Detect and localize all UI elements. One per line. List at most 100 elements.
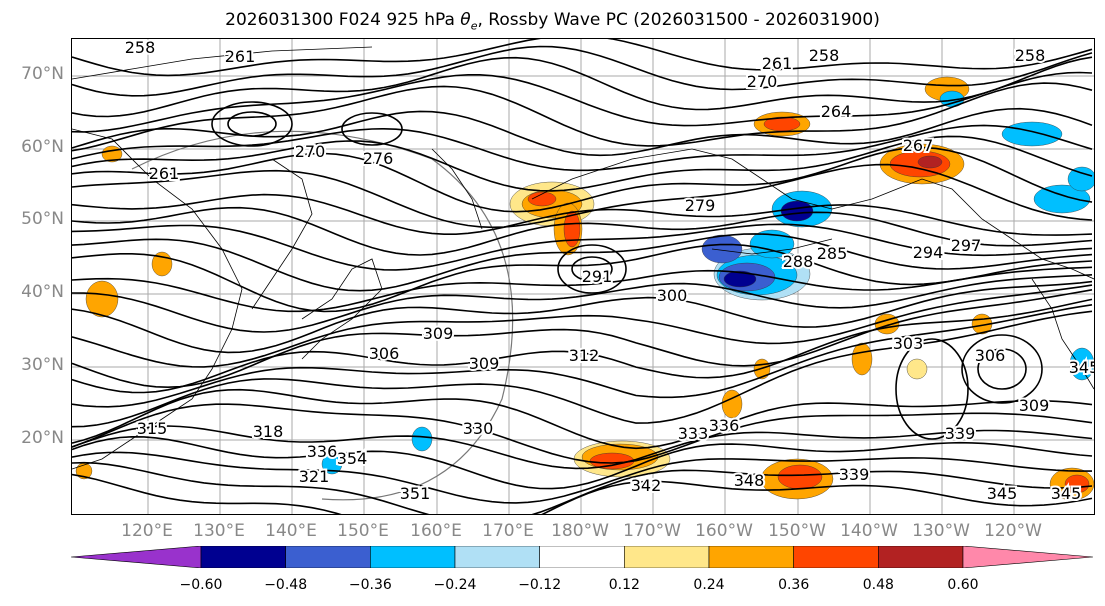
contour-label: 351 (400, 484, 431, 503)
theta-e-contour (72, 233, 1093, 292)
theta-e-contour (72, 193, 1093, 236)
colorbar-tick-label: −0.24 (433, 577, 477, 593)
contour-label: 261 (762, 54, 793, 73)
lat-label: 20°N (21, 428, 64, 448)
lon-label: 150°E (337, 521, 389, 541)
theta-e-contour (72, 71, 1093, 133)
theta-e-contour (72, 388, 1093, 450)
colorbar-swatch (370, 546, 456, 568)
contour-label: 309 (423, 324, 454, 343)
contour-label: 285 (817, 244, 848, 263)
colorbar-tick-label: −0.36 (348, 577, 392, 593)
contour-label: 276 (363, 149, 394, 168)
shading-cell (780, 200, 814, 222)
lon-label: 130°W (912, 521, 970, 541)
shading-cell (1001, 121, 1063, 147)
shading-cell (1033, 184, 1091, 214)
shading-cell (411, 426, 433, 452)
colorbar-swatch (454, 546, 540, 568)
colorbar-swatch (285, 546, 371, 568)
contour-label: 303 (893, 334, 924, 353)
lat-label: 40°N (21, 282, 64, 302)
shading-cell (917, 155, 943, 169)
contour-label: 336 (307, 442, 338, 461)
contour-label: 333 (678, 424, 709, 443)
shading-cell (85, 280, 119, 318)
theta-e-contour (72, 425, 1093, 470)
contour-label: 258 (1015, 46, 1046, 65)
colorbar-tick-label: −0.48 (264, 577, 308, 593)
closed-contour (977, 348, 1027, 390)
lon-label: 120°W (984, 521, 1042, 541)
theta-e-contour (72, 45, 1093, 97)
contour-label: 258 (125, 39, 156, 57)
coastline (301, 258, 383, 360)
closed-contour (961, 334, 1043, 404)
contour-label: 345 (1069, 358, 1094, 377)
contour-label: 336 (709, 416, 740, 435)
contour-label: 261 (225, 47, 256, 66)
shading-cell (777, 464, 823, 490)
coastline (251, 158, 313, 310)
shading-cell (749, 229, 795, 259)
colorbar-swatch (962, 546, 1093, 568)
lon-label: 160°W (695, 521, 753, 541)
closed-contour (341, 112, 403, 146)
colorbar-swatch (624, 546, 710, 568)
colorbar-tick-label: 0.24 (693, 577, 725, 593)
colorbar-tick-label: 0.12 (608, 577, 640, 593)
coastline (531, 148, 1094, 280)
contour-label: 294 (913, 243, 944, 262)
theta-e-contour (72, 284, 1093, 368)
closed-contour (571, 256, 613, 282)
coastline (1031, 278, 1094, 390)
lon-label: 160°E (410, 521, 462, 541)
coastlines (72, 46, 1094, 470)
contour-label: 354 (337, 449, 368, 468)
lat-label: 30°N (21, 355, 64, 375)
theta-e-contour (72, 243, 1093, 313)
closed-contour (211, 101, 293, 147)
contour-label: 261 (149, 164, 180, 183)
contour-label: 300 (657, 286, 688, 305)
shading-cell (723, 270, 757, 288)
contour-label: 339 (945, 424, 976, 443)
coastline (72, 128, 243, 470)
theta-e-contour (72, 146, 1093, 213)
shading-cell (851, 342, 873, 376)
colorbar-swatch (878, 546, 964, 568)
shading-cell (701, 234, 743, 264)
theta-e-contour (72, 289, 1093, 389)
theta-e-contour (72, 451, 1092, 504)
lon-label: 180°W (551, 521, 609, 541)
colorbar-swatch (793, 546, 879, 568)
map-title: 2026031300 F024 925 hPa θe, Rossby Wave … (225, 10, 880, 33)
colorbar-swatch (71, 546, 202, 568)
theta-e-contour (72, 135, 1093, 192)
contour-label: 270 (295, 142, 326, 161)
contour-label: 309 (469, 354, 500, 373)
contour-label: 345 (1051, 484, 1082, 503)
theta-e-contour (72, 56, 1093, 118)
contour-label: 342 (631, 476, 662, 495)
shading-cell (1064, 474, 1090, 494)
theta-e-contour (72, 280, 1093, 354)
theta-e-contour (72, 473, 1093, 514)
theta-e-contour (72, 206, 1093, 256)
lat-label: 70°N (21, 64, 64, 84)
contour-label: 321 (299, 467, 330, 486)
shading-cell (1069, 347, 1094, 381)
theta-e-contour (72, 266, 1093, 313)
contour-label: 309 (1019, 396, 1050, 415)
colorbar-swatch (708, 546, 794, 568)
graticule (72, 39, 1094, 514)
lon-label: 140°E (265, 521, 317, 541)
contour-label: 315 (137, 419, 168, 438)
theta-e-contour (72, 163, 1093, 229)
lon-label: 170°W (623, 521, 681, 541)
closed-contour (557, 244, 627, 294)
theta-e-contour (72, 82, 1093, 152)
lat-label: 50°N (21, 209, 64, 229)
colorbar (71, 546, 1093, 568)
